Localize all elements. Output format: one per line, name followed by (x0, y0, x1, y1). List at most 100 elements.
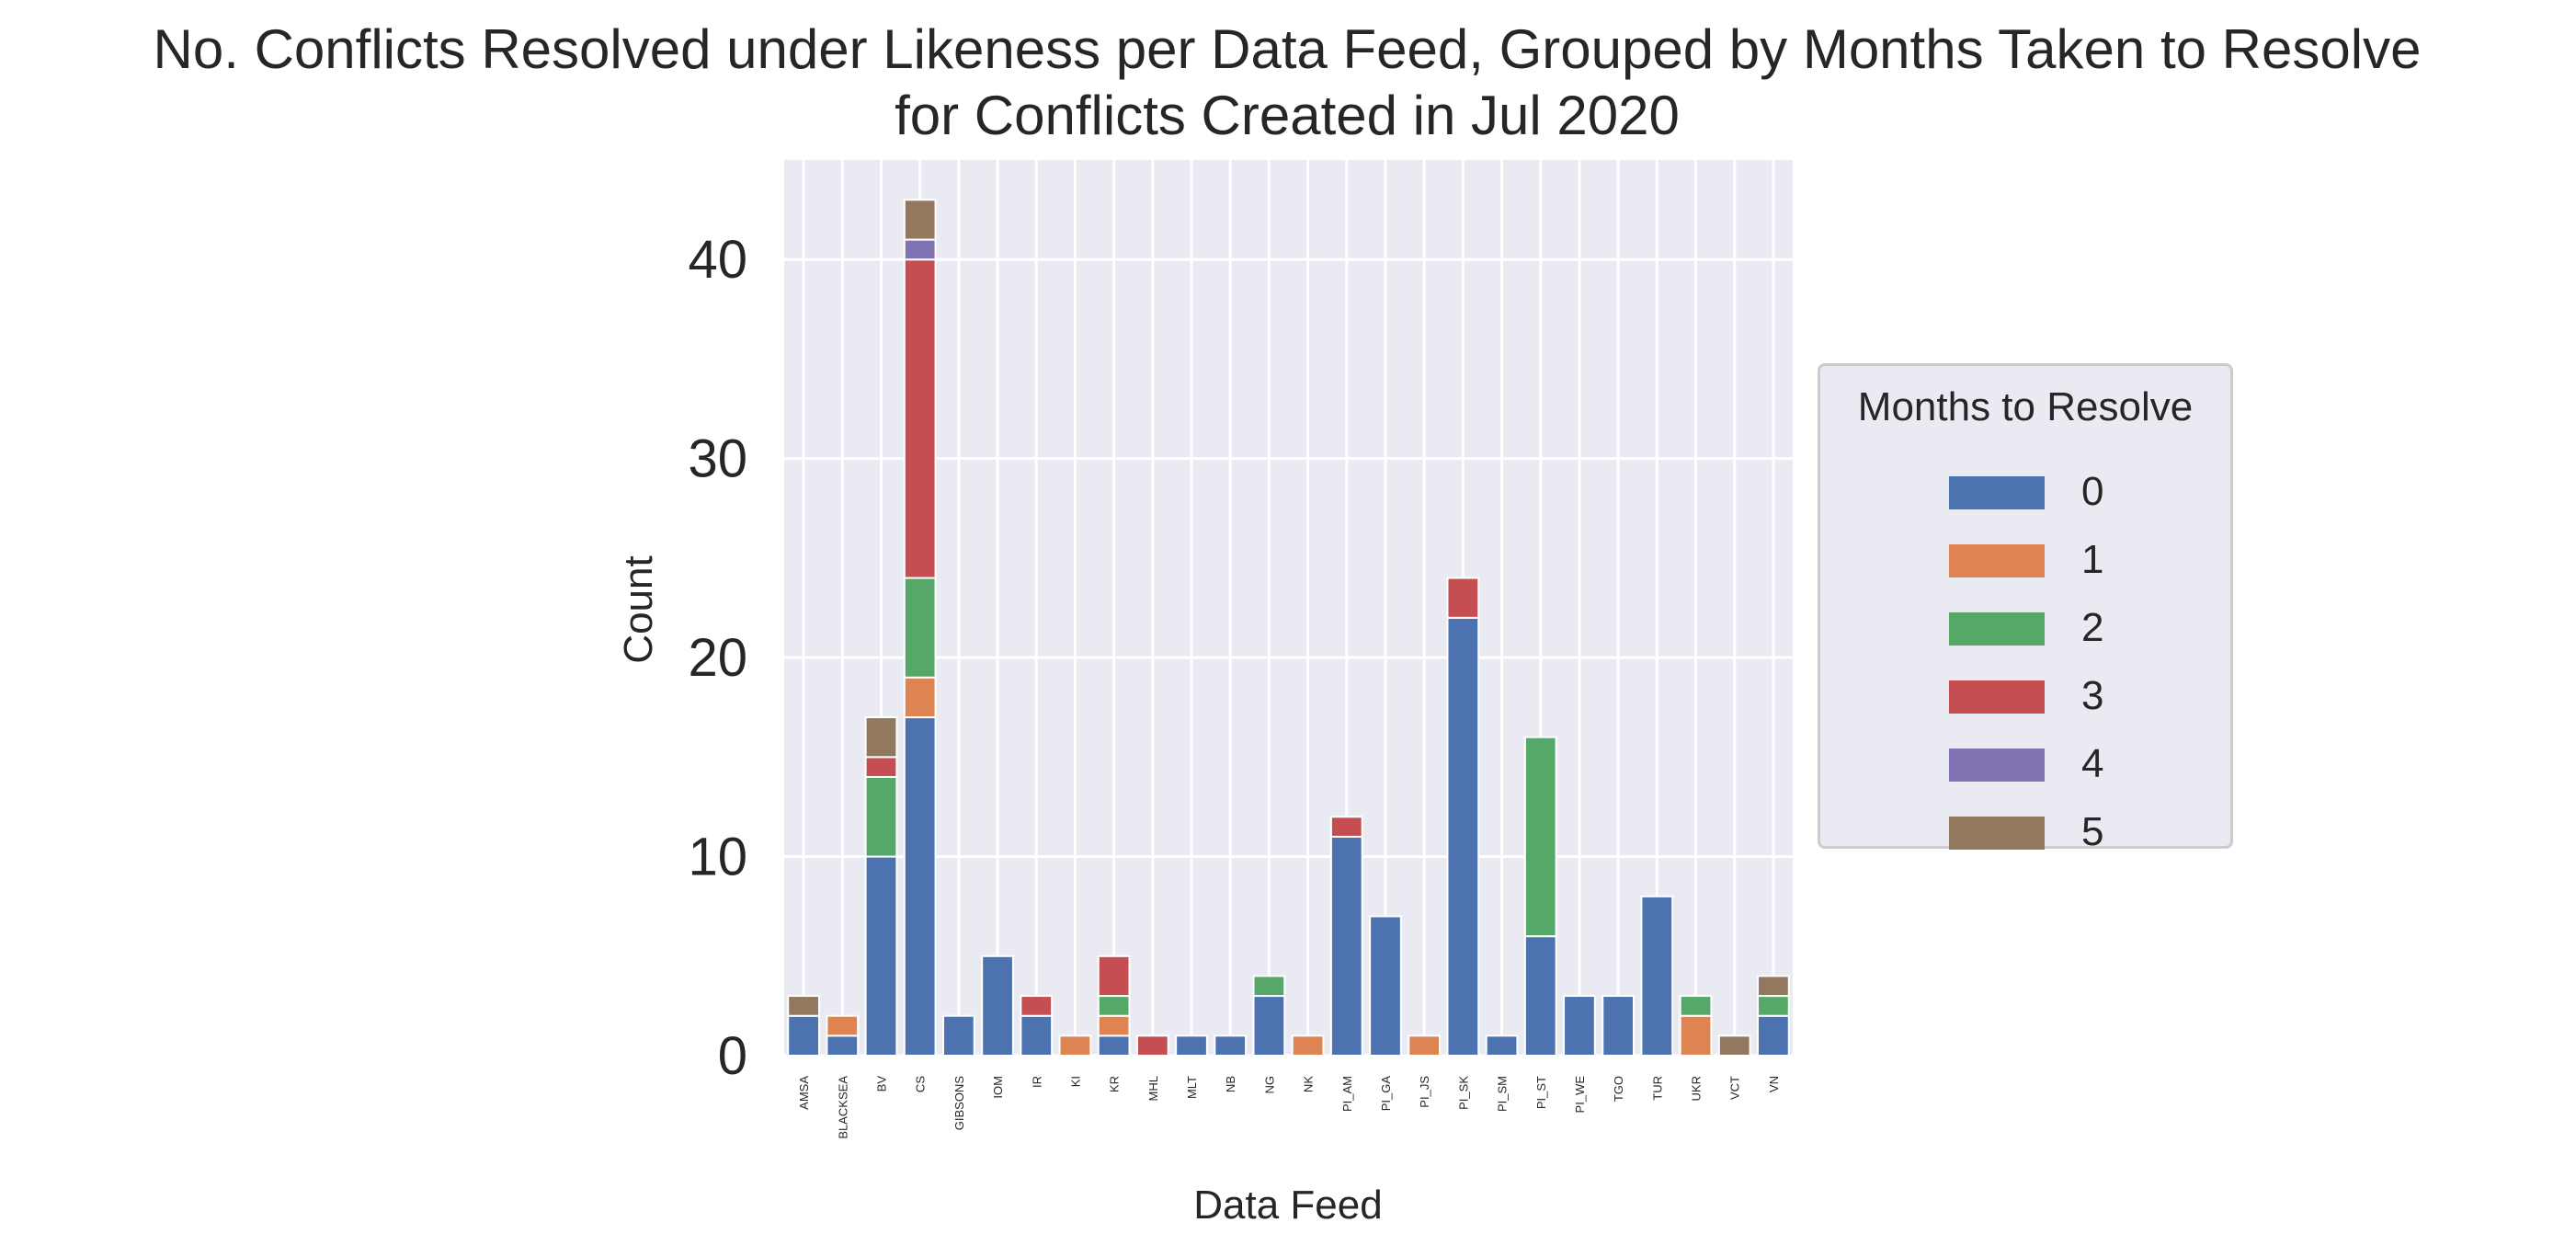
bar-segment (1408, 1034, 1442, 1057)
bar-segment (981, 954, 1014, 1057)
legend-swatch (1949, 612, 2045, 646)
legend-title: Months to Resolve (1857, 384, 2194, 429)
x-tick-label: VN (1767, 1076, 1781, 1092)
legend-entry: 0 (1820, 465, 2230, 520)
bar-segment (1135, 1034, 1169, 1057)
x-tick-label: TGO (1612, 1076, 1625, 1102)
x-tick-label: NG (1262, 1076, 1276, 1094)
y-tick-label: 20 (688, 628, 747, 688)
legend: Months to Resolve 0 1 2 3 4 5 (1818, 363, 2233, 854)
bar-segment (1757, 1014, 1790, 1057)
legend-swatch (1949, 680, 2045, 714)
bar-segment (1097, 1034, 1131, 1057)
x-tick-label: MLT (1185, 1076, 1199, 1099)
x-tick-label: GIBSONS (952, 1076, 966, 1131)
legend-entry: 5 (1820, 806, 2230, 861)
x-axis-label: Data Feed (1193, 1183, 1382, 1228)
bar-segment (1291, 1034, 1325, 1057)
bar-segment (864, 756, 898, 778)
bar-segment (1601, 995, 1636, 1057)
legend-label: 5 (2081, 809, 2104, 854)
x-tick-label: BV (874, 1076, 888, 1092)
bar-segment (1679, 1014, 1713, 1057)
x-tick-label: NB (1224, 1076, 1237, 1092)
legend-entry: 4 (1820, 737, 2230, 793)
bar-segment (1523, 935, 1557, 1057)
bar-segment (1097, 995, 1131, 1017)
bar-segment (903, 676, 937, 719)
legend-label: 3 (2081, 673, 2104, 718)
x-tick-label: KR (1108, 1076, 1122, 1092)
x-tick-label: VCT (1728, 1076, 1742, 1100)
bar-segment (1097, 1014, 1131, 1037)
bar-segment (1329, 816, 1363, 838)
x-tick-label: PI_SK (1456, 1076, 1470, 1110)
bar-segment (1252, 975, 1286, 998)
bar-segment (826, 1014, 860, 1037)
bar-segment (1640, 895, 1674, 1057)
x-tick-label: MHL (1146, 1076, 1160, 1101)
bar-segment (903, 199, 937, 241)
x-tick-label: TUR (1650, 1076, 1664, 1101)
x-tick-label: CS (914, 1076, 928, 1092)
bar-segment (1329, 835, 1363, 1057)
x-tick-labels: AMSA BLACKSEA BV CS GIBSONS IOM IR KI KR MHL MLT NB… (797, 1076, 1781, 1139)
chart-subtitle: for Conflicts Created in Jul 2020 (895, 85, 1680, 146)
plot-area (784, 160, 1793, 1056)
x-tick-label: AMSA (797, 1076, 811, 1110)
x-tick-label: PI_GA (1379, 1076, 1393, 1112)
bar-segment (787, 995, 820, 1017)
chart-title: No. Conflicts Resolved under Likeness pe… (154, 18, 2422, 80)
legend-label: 4 (2081, 741, 2104, 786)
bar-segment (903, 577, 937, 679)
bar-segment (1252, 995, 1286, 1057)
bar-segment (1020, 995, 1054, 1017)
bar-segment (864, 716, 898, 759)
legend-label: 0 (2081, 469, 2104, 514)
legend-swatch (1949, 476, 2045, 509)
x-tick-label: KI (1068, 1076, 1082, 1087)
y-tick-labels: 0 10 20 30 40 (688, 230, 747, 1086)
legend-entry: 2 (1820, 601, 2230, 657)
bar-segment (1446, 616, 1480, 1057)
bar-segment (1058, 1034, 1092, 1057)
x-tick-label: PI_JS (1418, 1076, 1431, 1108)
y-tick-label: 0 (718, 1026, 747, 1086)
bar-segment (864, 855, 898, 1057)
x-tick-label: PI_SM (1496, 1076, 1510, 1112)
legend-swatch (1949, 544, 2045, 577)
bar-segment (1717, 1034, 1751, 1057)
bar-segment (1757, 975, 1790, 998)
bar-segment (903, 716, 937, 1057)
bar-segment (1563, 995, 1596, 1057)
x-tick-label: BLACKSEA (836, 1076, 849, 1139)
legend-entry: 3 (1820, 669, 2230, 725)
legend-label: 2 (2081, 605, 2104, 650)
bar-segment (1446, 577, 1480, 619)
x-tick-label: PI_WE (1573, 1076, 1587, 1114)
x-tick-label: NK (1302, 1076, 1316, 1092)
bar-segment (1679, 995, 1713, 1017)
bar-segment (1485, 1034, 1519, 1057)
legend-swatch (1949, 748, 2045, 782)
y-tick-label: 40 (688, 230, 747, 290)
x-tick-label: UKR (1690, 1076, 1704, 1101)
y-tick-label: 30 (688, 429, 747, 489)
y-axis-label: Count (616, 555, 661, 663)
legend-entry: 1 (1820, 533, 2230, 589)
x-tick-label: IOM (991, 1076, 1005, 1099)
bar-segment (826, 1034, 860, 1057)
bar-segment (1020, 1014, 1054, 1057)
bar-segment (941, 1014, 975, 1057)
bar-segment (787, 1014, 820, 1057)
bar-segment (1523, 736, 1557, 938)
x-tick-label: PI_AM (1340, 1076, 1354, 1112)
bar-stacks (787, 199, 1790, 1057)
legend-label: 1 (2081, 537, 2104, 582)
bar-segment (1757, 995, 1790, 1017)
bar-segment (903, 258, 937, 579)
y-tick-label: 10 (688, 828, 747, 887)
bar-segment (1175, 1034, 1208, 1057)
bar-segment (1214, 1034, 1248, 1057)
